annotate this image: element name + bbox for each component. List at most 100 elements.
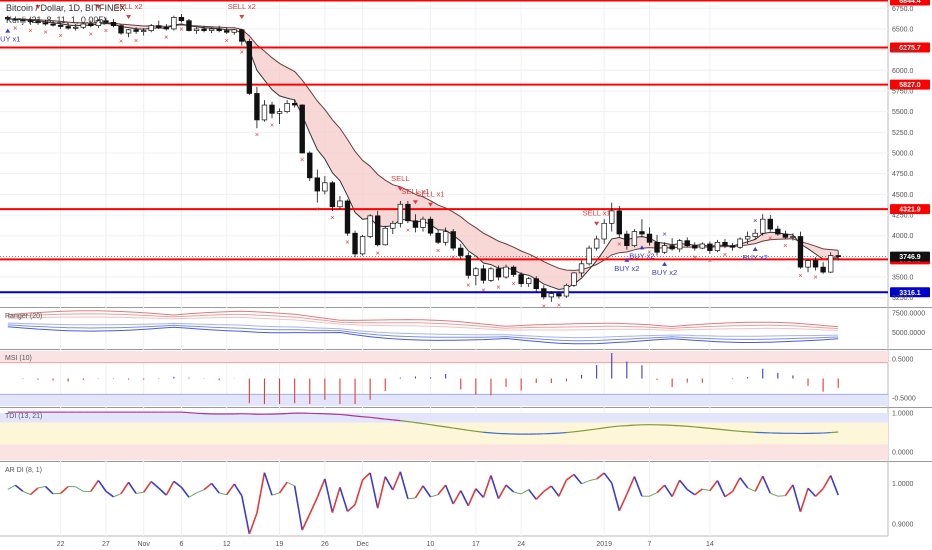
ardi-line-segment bbox=[807, 487, 817, 497]
candle bbox=[616, 205, 622, 238]
candle-body bbox=[835, 255, 841, 257]
candle bbox=[42, 19, 49, 26]
candle-body bbox=[503, 266, 509, 278]
ardi-panel[interactable]: AR DI (8, 1) bbox=[5, 467, 839, 535]
msi-upper-zone bbox=[0, 351, 888, 363]
candle bbox=[110, 19, 117, 28]
candle-body bbox=[80, 23, 86, 28]
price-tick-label: 4500.0 bbox=[892, 192, 914, 199]
ardi-line-segment bbox=[603, 472, 613, 484]
candle-body bbox=[329, 182, 336, 208]
ardi-line-segment bbox=[475, 488, 485, 498]
ranger-panel[interactable]: Ranger (20) bbox=[5, 310, 839, 345]
ardi-line-segment bbox=[422, 485, 432, 498]
buy-arrow-icon bbox=[639, 245, 645, 250]
tdi-line-segment bbox=[490, 432, 499, 435]
candle-body bbox=[465, 255, 471, 276]
cross-marker-icon: × bbox=[89, 29, 93, 38]
candle-body bbox=[118, 25, 124, 34]
candle bbox=[246, 38, 253, 96]
candle-body bbox=[50, 23, 56, 26]
candle-body bbox=[231, 29, 237, 33]
candle bbox=[526, 277, 532, 287]
candle bbox=[442, 227, 449, 246]
candle bbox=[329, 181, 336, 211]
candle bbox=[103, 17, 109, 24]
tdi-line-segment bbox=[475, 430, 484, 433]
msi-tick-label: 0.5000 bbox=[892, 356, 914, 363]
msi-panel[interactable]: MSI (10) bbox=[0, 351, 888, 406]
ardi-line-segment bbox=[203, 482, 213, 491]
buy-arrow-icon bbox=[662, 261, 668, 266]
candle-body bbox=[42, 22, 49, 25]
candle bbox=[458, 243, 464, 259]
candle bbox=[88, 20, 94, 28]
candle-body bbox=[458, 247, 464, 256]
candle-body bbox=[57, 24, 64, 27]
ardi-line-segment bbox=[430, 494, 439, 498]
cross-marker-icon: × bbox=[376, 248, 380, 257]
candle-body bbox=[125, 29, 132, 34]
candle bbox=[50, 20, 56, 27]
candle bbox=[518, 272, 524, 287]
candle bbox=[412, 214, 419, 233]
msi-lower-zone bbox=[0, 394, 888, 406]
ardi-line-segment bbox=[671, 479, 681, 497]
time-tick-label: 6 bbox=[179, 541, 183, 548]
candle bbox=[714, 239, 721, 253]
tdi-line-segment bbox=[407, 420, 416, 424]
ardi-line-segment bbox=[792, 484, 802, 512]
candle bbox=[571, 272, 577, 287]
ardi-line-segment bbox=[165, 480, 175, 496]
price-tick-label: 6250.0 bbox=[892, 47, 914, 54]
ardi-line-segment bbox=[543, 485, 552, 493]
candle bbox=[73, 23, 79, 31]
cross-marker-icon: × bbox=[270, 120, 274, 129]
time-tick-label: 12 bbox=[223, 541, 231, 548]
candle-body bbox=[767, 218, 773, 230]
tdi-line-segment bbox=[604, 426, 612, 429]
ardi-line-segment bbox=[384, 476, 394, 491]
ranger-band-line bbox=[7, 316, 839, 331]
ardi-line-segment bbox=[535, 490, 545, 500]
ardi-line-segment bbox=[414, 485, 424, 499]
candle-body bbox=[526, 278, 532, 285]
level-price-label bbox=[890, 0, 930, 6]
time-tick-label: 22 bbox=[57, 541, 65, 548]
tdi-line-segment bbox=[354, 415, 363, 418]
ardi-line-segment bbox=[188, 492, 197, 498]
tdi-line-segment bbox=[740, 430, 748, 433]
candle bbox=[322, 176, 328, 195]
candle bbox=[473, 267, 479, 286]
candle-body bbox=[737, 238, 743, 248]
candle bbox=[314, 169, 320, 203]
tdi-title: TDI (13, 21) bbox=[5, 413, 42, 420]
sell-arrow-icon bbox=[412, 200, 418, 205]
sell-arrow-icon bbox=[397, 186, 403, 191]
candle-body bbox=[805, 260, 811, 268]
last-price-label bbox=[890, 251, 930, 262]
ranger-band-line bbox=[7, 324, 839, 342]
candle bbox=[57, 22, 64, 29]
candle-body bbox=[420, 218, 426, 228]
tdi-middle-zone bbox=[0, 422, 888, 445]
candle-body bbox=[314, 177, 320, 192]
ardi-line-segment bbox=[709, 480, 719, 492]
candle bbox=[201, 25, 207, 33]
ardi-line-segment bbox=[520, 489, 529, 495]
level-price-text: 3316.1 bbox=[899, 290, 921, 297]
candle bbox=[224, 27, 230, 34]
sell-signal-label: SELL bbox=[391, 174, 409, 183]
time-tick-label: Nov bbox=[137, 541, 150, 548]
ardi-line-segment bbox=[301, 513, 311, 531]
candle-body bbox=[299, 104, 305, 154]
candle-body bbox=[729, 245, 736, 248]
candle-body bbox=[669, 245, 675, 250]
ardi-line-segment bbox=[761, 475, 772, 494]
buy-signal-label: BUY x2 bbox=[652, 268, 677, 277]
candle-body bbox=[812, 260, 819, 268]
cross-marker-icon: × bbox=[617, 239, 621, 248]
tdi-panel[interactable]: TDI (13, 21) bbox=[0, 411, 888, 460]
